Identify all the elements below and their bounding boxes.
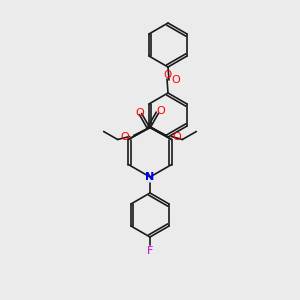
Text: F: F <box>147 246 153 256</box>
Text: N: N <box>146 172 154 182</box>
Text: O: O <box>120 133 129 142</box>
Text: O: O <box>164 70 172 80</box>
Text: O: O <box>172 133 181 142</box>
Text: O: O <box>135 107 144 118</box>
Text: O: O <box>171 75 180 85</box>
Text: O: O <box>156 106 165 116</box>
